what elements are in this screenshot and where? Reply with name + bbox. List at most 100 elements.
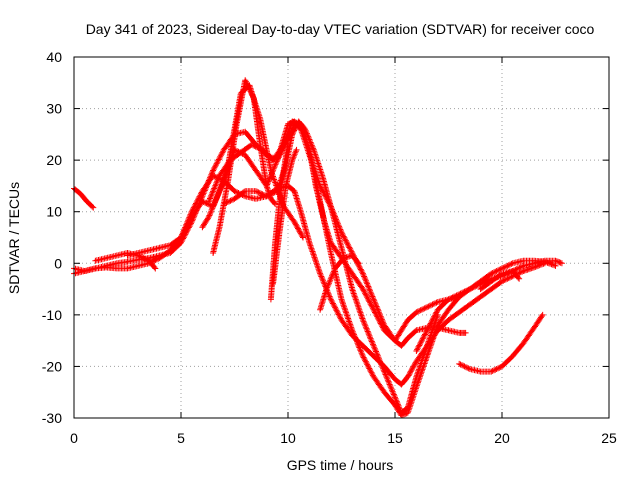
data-point-run — [310, 146, 325, 178]
data-point-run — [289, 148, 299, 164]
data-point-run — [398, 374, 410, 388]
data-point-run — [392, 394, 404, 415]
series-track — [220, 118, 441, 416]
data-point-run — [531, 313, 545, 331]
data-point-run — [359, 270, 376, 301]
series-track — [413, 257, 565, 354]
data-point-run — [338, 296, 355, 332]
data-point-run — [488, 271, 504, 285]
data-point-run — [156, 248, 173, 262]
data-point-run — [276, 169, 287, 205]
data-point-run — [297, 208, 312, 245]
data-point-run — [317, 198, 334, 255]
data-point-run — [404, 359, 419, 380]
data-point-run — [381, 368, 398, 399]
y-axis-label: SDTVAR / TECUs — [6, 182, 22, 294]
data-point-run — [248, 141, 264, 153]
data-point — [285, 141, 291, 148]
data-point-run — [270, 143, 286, 164]
axis-ticks: 0 5 10 15 20 25 -30 -20 -10 0 10 20 30 40 — [42, 49, 617, 446]
data-point-run — [276, 184, 289, 236]
data-point-run — [323, 266, 338, 293]
data-point-run — [488, 266, 504, 277]
x-tick-label: 5 — [177, 430, 185, 446]
data-point-run — [509, 341, 526, 360]
data-point-run — [280, 143, 291, 174]
data-point-run — [317, 287, 330, 313]
y-tick-label: 10 — [46, 204, 62, 220]
data-point-run — [178, 215, 194, 241]
data-point-run — [349, 327, 366, 358]
data-point-run — [145, 245, 162, 254]
data-point-run — [295, 118, 308, 132]
data-point-run — [306, 146, 323, 203]
data-point-run — [205, 174, 222, 205]
data-point-run — [242, 152, 258, 173]
data-point — [152, 265, 159, 272]
data-point-run — [205, 199, 218, 220]
data-point-run — [210, 148, 227, 174]
data-point-run — [210, 225, 223, 256]
data-point — [539, 311, 546, 318]
data-point — [293, 146, 300, 153]
data-point-run — [381, 389, 397, 407]
data-point-run — [404, 310, 419, 323]
x-axis-label: GPS time / hours — [287, 457, 394, 473]
data-point-run — [297, 126, 312, 157]
data-point-run — [424, 313, 441, 349]
data-point-run — [359, 317, 376, 348]
series-track — [317, 252, 362, 313]
data-point-run — [359, 342, 376, 359]
data-point — [90, 204, 97, 211]
data-point-run — [113, 259, 129, 267]
series-track — [456, 311, 546, 375]
x-tick-label: 10 — [280, 430, 296, 446]
data-point-run — [398, 405, 410, 416]
data-point-run — [520, 326, 537, 347]
data-point-run — [349, 286, 366, 322]
data-point-run — [434, 308, 451, 329]
data-point-run — [424, 323, 441, 360]
data-point-run — [477, 279, 494, 293]
x-tick-label: 0 — [70, 430, 78, 446]
y-tick-label: 30 — [46, 101, 62, 117]
data-point-run — [349, 270, 365, 291]
data-point-run — [302, 126, 317, 152]
data-point-run — [145, 257, 158, 271]
data-point-run — [282, 158, 295, 189]
data-point-run — [456, 286, 472, 298]
data-point-run — [289, 119, 302, 138]
x-tick-label: 15 — [387, 430, 403, 446]
data-point-run — [332, 256, 346, 272]
data-point-run — [71, 268, 87, 277]
data-point-run — [477, 286, 494, 300]
data-point-run — [445, 295, 462, 313]
data-point-run — [466, 281, 483, 293]
data-point — [462, 329, 469, 336]
data-point-run — [267, 195, 278, 206]
data-point-run — [220, 196, 237, 207]
data-point-run — [216, 158, 233, 179]
data-point-run — [370, 373, 387, 394]
data-point-run — [135, 252, 151, 264]
data-point-run — [488, 364, 504, 375]
data-points — [71, 77, 565, 419]
data-point-run — [212, 184, 225, 205]
data-point-run — [509, 268, 522, 281]
series-track — [92, 250, 159, 272]
data-point-run — [370, 296, 387, 327]
data-point-run — [92, 255, 108, 264]
data-point-run — [359, 353, 376, 379]
plot-frame — [73, 56, 610, 419]
data-point-run — [398, 318, 410, 334]
data-point-run — [282, 132, 295, 169]
data-point — [272, 200, 279, 207]
data-point-run — [434, 297, 451, 313]
data-point-run — [413, 344, 430, 380]
data-point-run — [445, 327, 461, 336]
data-point-run — [83, 198, 96, 210]
data-point-run — [456, 302, 472, 316]
series-track — [71, 172, 548, 388]
data-point-run — [77, 190, 89, 204]
